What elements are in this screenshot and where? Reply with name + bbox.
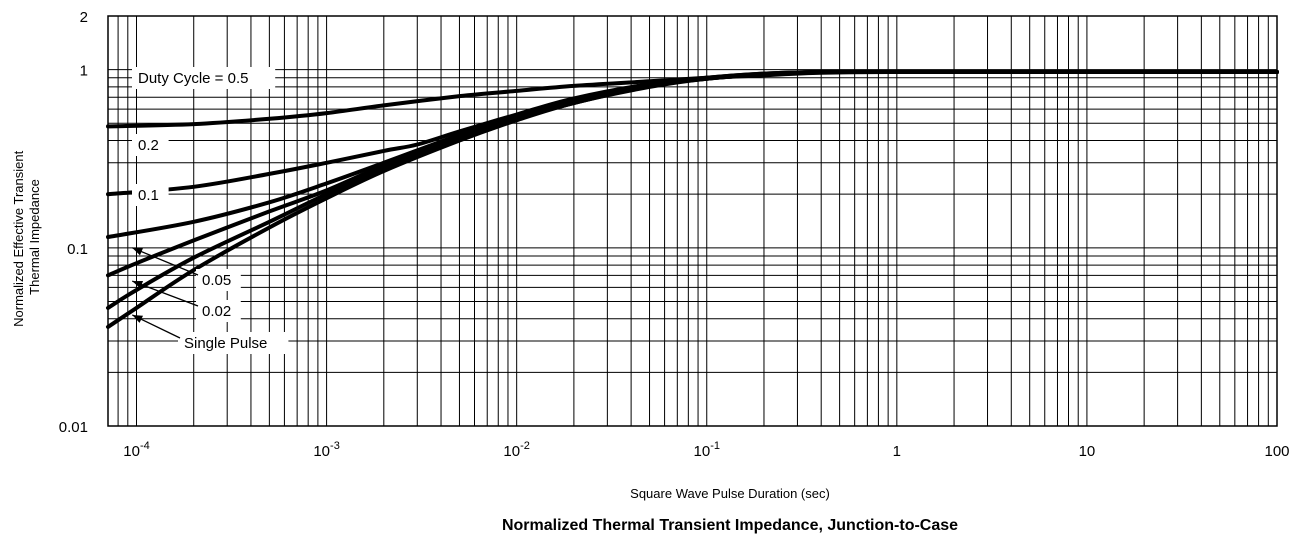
series-label: 0.05 <box>202 272 231 289</box>
x-tick-exponent: -1 <box>710 440 720 452</box>
annotation-background <box>178 332 289 354</box>
series-label: 0.2 <box>138 137 159 154</box>
x-tick-base: 10 <box>503 443 520 460</box>
x-tick-base: 1 <box>893 443 901 460</box>
series-label: 0.1 <box>138 187 159 204</box>
x-tick-label: 100 <box>1264 443 1289 460</box>
series-label: 0.02 <box>202 303 231 320</box>
y-tick-labels: 0.01 0.1 1 2 <box>59 9 88 436</box>
x-tick-exponent: -3 <box>330 440 340 452</box>
y-tick-label: 2 <box>80 9 88 26</box>
annotation-background <box>132 184 169 206</box>
y-tick-label: 1 <box>80 63 88 80</box>
series-annotations: Duty Cycle = 0.5 0.2 0.1 0.05 0.02 Single Pul… <box>131 67 289 354</box>
x-tick-label: 10-1 <box>694 440 720 460</box>
x-tick-label: 10-2 <box>503 440 529 460</box>
x-tick-labels: 10-4 10-3 10-2 10-1 1 10 100 <box>123 440 1289 460</box>
annotation-arrow-line <box>132 247 199 276</box>
x-tick-label: 1 <box>893 443 901 460</box>
x-tick-exponent: -2 <box>520 440 530 452</box>
annotation-background <box>196 269 241 291</box>
series-label: Duty Cycle = 0.5 <box>138 70 248 87</box>
chart-title: Normalized Thermal Transient Impedance, … <box>502 517 958 534</box>
annotation-arrow-head <box>132 280 144 289</box>
x-axis-label: Square Wave Pulse Duration (sec) <box>630 486 830 501</box>
x-tick-base: 10 <box>1079 443 1096 460</box>
x-tick-label: 10 <box>1079 443 1096 460</box>
y-tick-label: 0.1 <box>67 241 88 258</box>
x-tick-exponent: -4 <box>140 440 150 452</box>
x-tick-label: 10-3 <box>313 440 339 460</box>
annotation-arrow-line <box>132 280 199 307</box>
annotation-background <box>132 67 276 89</box>
annotation-background <box>196 300 241 322</box>
x-tick-base: 10 <box>313 443 330 460</box>
series-lines <box>106 69 1279 329</box>
y-tick-label: 0.01 <box>59 419 88 436</box>
y-axis-label: Normalized Effective Transient Thermal I… <box>11 147 42 327</box>
x-tick-base: 10 <box>694 443 711 460</box>
x-tick-base: 10 <box>123 443 140 460</box>
y-axis-label-line-1: Normalized Effective Transient <box>11 150 26 326</box>
plot-frame <box>107 15 1278 427</box>
x-tick-base: 100 <box>1264 443 1289 460</box>
annotation-arrow-head <box>132 314 144 323</box>
annotation-arrow-head <box>132 247 144 256</box>
series-line <box>106 69 1279 329</box>
x-tick-label: 10-4 <box>123 440 149 460</box>
y-axis-label-line-2: Thermal Impedance <box>27 179 42 295</box>
series-label: Single Pulse <box>184 335 267 352</box>
annotation-background <box>132 134 169 156</box>
